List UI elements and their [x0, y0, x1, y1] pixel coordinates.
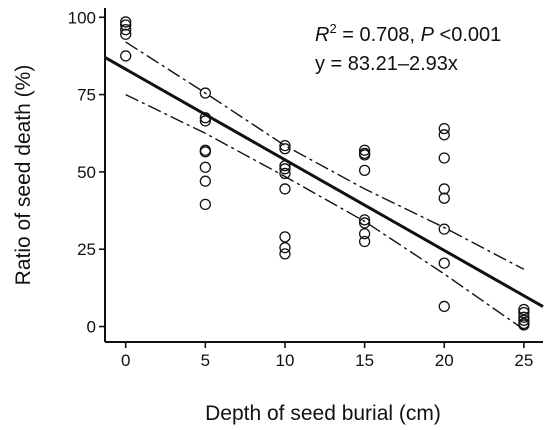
- x-tick-label: 5: [201, 351, 210, 370]
- regression-line-layer: [104, 56, 544, 308]
- confidence-band-layer: [125, 41, 525, 331]
- data-points-layer: [120, 16, 530, 331]
- data-point: [518, 319, 530, 331]
- data-point: [199, 112, 211, 124]
- p-value: <0.001: [434, 24, 501, 46]
- data-point: [358, 144, 371, 156]
- data-point: [279, 248, 291, 260]
- confidence-line: [125, 93, 525, 331]
- regression-equation: y = 83.21–2.93x: [315, 53, 458, 75]
- p-symbol: P: [421, 24, 435, 46]
- data-point: [358, 164, 371, 177]
- data-point: [438, 129, 450, 141]
- data-point: [199, 198, 211, 211]
- data-point: [358, 214, 371, 226]
- x-tick-label: 25: [514, 351, 533, 370]
- y-axis-title: Ratio of seed death (%): [12, 65, 35, 286]
- data-point: [279, 160, 291, 172]
- r-value: = 0.708,: [337, 24, 421, 46]
- x-tick-label: 15: [355, 351, 374, 370]
- data-point: [199, 146, 211, 158]
- data-point: [438, 122, 450, 135]
- data-point: [199, 115, 211, 127]
- axes-layer: 0 5 10 15 20 25 0 25 50 75 100: [68, 8, 543, 370]
- data-point: [279, 163, 291, 175]
- data-point: [518, 306, 530, 319]
- y-tick-label: 75: [77, 86, 96, 105]
- data-point: [120, 19, 132, 31]
- data-point: [358, 149, 371, 161]
- data-point: [199, 87, 211, 99]
- r-exponent: 2: [329, 21, 336, 36]
- data-point: [438, 183, 450, 195]
- y-tick-label: 25: [77, 240, 96, 259]
- data-point: [120, 23, 132, 36]
- y-tick-label: 0: [87, 318, 96, 337]
- data-point: [279, 183, 291, 195]
- data-point: [120, 16, 132, 28]
- x-axis-title: Depth of seed burial (cm): [205, 402, 441, 425]
- data-point: [438, 223, 450, 235]
- confidence-line: [125, 41, 525, 270]
- data-point: [438, 152, 450, 164]
- y-tick-label: 50: [77, 163, 96, 182]
- x-tick-label: 10: [276, 351, 295, 370]
- x-tick-label: 20: [435, 351, 454, 370]
- r-squared-annotation: R2 = 0.708, P <0.001: [315, 21, 501, 46]
- data-point: [279, 242, 291, 254]
- data-point: [199, 161, 211, 173]
- data-point: [120, 28, 132, 40]
- data-point: [279, 139, 291, 152]
- data-point: [518, 303, 530, 316]
- r-symbol: R: [315, 24, 329, 46]
- data-point: [438, 257, 450, 269]
- data-point: [358, 228, 371, 240]
- data-point: [120, 50, 132, 62]
- data-point: [518, 314, 530, 327]
- data-point: [279, 143, 291, 155]
- regression-line: [104, 56, 544, 308]
- data-point: [438, 192, 450, 204]
- data-point: [279, 167, 291, 180]
- data-point: [518, 311, 530, 323]
- data-point: [438, 300, 450, 313]
- y-tick-label: 100: [68, 8, 96, 27]
- data-point: [358, 235, 371, 248]
- data-point: [199, 175, 211, 187]
- data-point: [279, 231, 291, 243]
- data-point: [358, 217, 371, 229]
- x-tick-label: 0: [121, 351, 130, 370]
